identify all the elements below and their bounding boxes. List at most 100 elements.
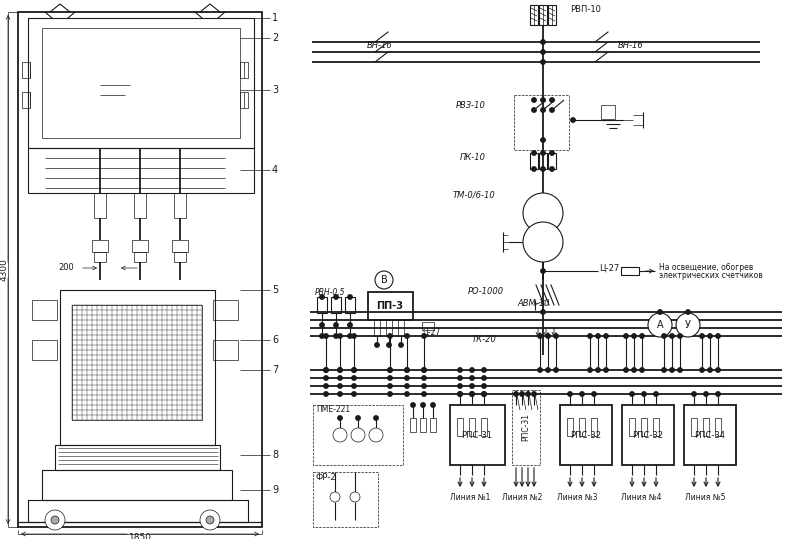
Bar <box>213 300 238 320</box>
Bar <box>512 390 540 465</box>
Bar <box>560 405 612 465</box>
Circle shape <box>716 334 720 338</box>
Bar <box>410 418 416 432</box>
Circle shape <box>678 334 682 338</box>
Circle shape <box>532 392 537 396</box>
Text: В: В <box>380 275 387 285</box>
Bar <box>548 153 556 169</box>
Circle shape <box>588 368 593 372</box>
Circle shape <box>323 392 328 396</box>
Circle shape <box>550 167 554 171</box>
Circle shape <box>678 368 682 372</box>
Circle shape <box>469 392 474 396</box>
Circle shape <box>334 323 338 327</box>
Circle shape <box>624 334 628 338</box>
Circle shape <box>632 368 636 372</box>
Circle shape <box>388 334 392 338</box>
Circle shape <box>458 392 462 396</box>
Bar <box>240 92 248 108</box>
Circle shape <box>320 295 324 299</box>
Bar <box>430 418 436 432</box>
Circle shape <box>532 167 537 171</box>
Circle shape <box>352 368 356 372</box>
Bar <box>317 297 327 313</box>
Circle shape <box>469 368 474 372</box>
Circle shape <box>540 50 545 54</box>
Bar <box>134 193 146 218</box>
Circle shape <box>338 368 342 372</box>
Circle shape <box>388 368 392 372</box>
Circle shape <box>630 392 634 396</box>
Circle shape <box>540 138 545 142</box>
Bar <box>641 418 647 436</box>
Circle shape <box>431 403 436 407</box>
Bar <box>629 418 635 436</box>
Circle shape <box>596 334 600 338</box>
Circle shape <box>398 343 403 347</box>
Circle shape <box>546 334 550 338</box>
Bar <box>28 148 254 193</box>
Bar <box>213 340 238 360</box>
Circle shape <box>351 428 365 442</box>
Text: ТМ-0/6-10: ТМ-0/6-10 <box>453 190 495 199</box>
Bar <box>691 418 697 436</box>
Circle shape <box>482 376 486 380</box>
Bar <box>313 405 403 465</box>
Circle shape <box>658 310 662 314</box>
Circle shape <box>716 392 720 396</box>
Text: Ц-27: Ц-27 <box>422 328 440 336</box>
Circle shape <box>592 392 596 396</box>
Circle shape <box>532 98 537 102</box>
Circle shape <box>375 271 393 289</box>
Circle shape <box>520 392 524 396</box>
Bar <box>92 240 108 252</box>
Text: 9: 9 <box>272 485 279 495</box>
Circle shape <box>369 428 383 442</box>
Bar <box>172 240 188 252</box>
Circle shape <box>708 334 712 338</box>
Circle shape <box>540 151 545 155</box>
Circle shape <box>538 368 542 372</box>
Circle shape <box>570 118 575 122</box>
Circle shape <box>540 60 545 64</box>
Circle shape <box>387 343 391 347</box>
Circle shape <box>686 310 690 314</box>
Text: электрических счетчиков: электрических счетчиков <box>659 272 763 280</box>
Text: РО-1000: РО-1000 <box>468 287 504 296</box>
Circle shape <box>422 392 426 396</box>
Circle shape <box>421 403 425 407</box>
Circle shape <box>550 98 554 102</box>
Circle shape <box>482 368 486 372</box>
Circle shape <box>588 334 593 338</box>
Circle shape <box>333 428 347 442</box>
Circle shape <box>540 310 545 314</box>
Text: РПС-31: РПС-31 <box>462 431 492 439</box>
Bar <box>55 445 220 470</box>
Circle shape <box>405 368 409 372</box>
Circle shape <box>670 334 674 338</box>
Text: Линия №4: Линия №4 <box>621 494 661 502</box>
Circle shape <box>405 334 409 338</box>
Circle shape <box>338 334 342 338</box>
Text: РВП-10: РВП-10 <box>570 5 601 15</box>
Text: У: У <box>685 320 691 330</box>
Bar <box>621 267 639 275</box>
Bar <box>539 5 547 25</box>
Circle shape <box>532 108 537 112</box>
Text: РПС-32: РПС-32 <box>570 431 601 439</box>
Circle shape <box>323 376 328 380</box>
Bar <box>42 470 232 500</box>
Text: ПК-10: ПК-10 <box>460 154 486 162</box>
Bar <box>94 193 106 218</box>
Text: ВН-16: ВН-16 <box>618 42 644 51</box>
Bar <box>28 18 254 148</box>
Circle shape <box>624 368 628 372</box>
Text: ФР-2: ФР-2 <box>316 473 337 481</box>
Circle shape <box>422 384 426 388</box>
Circle shape <box>540 167 545 171</box>
Circle shape <box>352 384 356 388</box>
Bar <box>653 418 659 436</box>
Circle shape <box>334 295 338 299</box>
Circle shape <box>348 323 352 327</box>
Bar <box>398 320 404 336</box>
